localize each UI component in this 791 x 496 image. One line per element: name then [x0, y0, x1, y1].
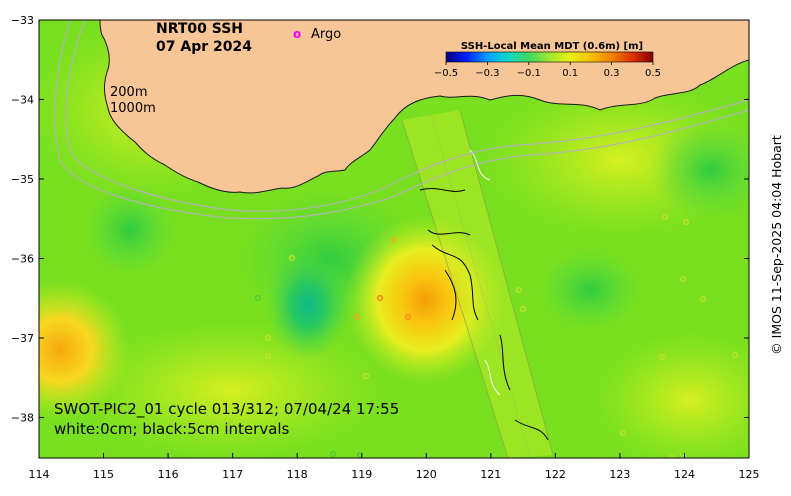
latitude-axis: −33 −34 −35 −36 −37 −38: [11, 14, 749, 425]
argo-float: [254, 294, 262, 302]
contour-legend-label: white:0cm; black:5cm intervals: [54, 420, 290, 438]
colorbar-tick-label: −0.3: [475, 68, 499, 79]
colorbar-tick-label: −0.5: [434, 68, 458, 79]
ssh-field: [39, 20, 749, 458]
argo-legend-label: Argo: [311, 27, 341, 42]
argo-float: [404, 313, 412, 321]
field-green-e2: [540, 250, 640, 330]
colorbar-ticks: −0.5 −0.3 −0.1 0.1 0.3 0.5: [434, 62, 661, 79]
field-yellow-se: [590, 330, 749, 458]
isobath-1000-label: 1000m: [110, 101, 156, 116]
warm-eddy-core: [345, 215, 505, 385]
lat-tick-label: −37: [11, 332, 34, 345]
lat-tick-label: −35: [11, 173, 34, 186]
argo-float: [515, 286, 523, 294]
lon-tick-label: 116: [158, 468, 179, 481]
lon-tick-label: 124: [674, 468, 695, 481]
argo-float: [390, 236, 398, 244]
longitude-axis: 114 115 116 117 118 119 120 121 122 123 124 125: [29, 453, 760, 481]
colorbar-title: SSH-Local Mean MDT (0.6m) [m]: [461, 41, 643, 52]
credit-text: © IMOS 11-Sep-2025 04:04 Hobart: [769, 135, 784, 355]
map-date: 07 Apr 2024: [156, 39, 252, 55]
isobath-200-label: 200m: [110, 85, 147, 100]
field-green-w: [85, 185, 175, 275]
argo-float: [731, 351, 739, 359]
lon-tick-label: 119: [351, 468, 372, 481]
lon-tick-label: 123: [609, 468, 630, 481]
argo-float: [682, 218, 690, 226]
warm-eddy-west: [39, 280, 130, 420]
argo-float: [356, 451, 364, 458]
lat-tick-label: −34: [11, 94, 34, 107]
lon-tick-label: 121: [480, 468, 501, 481]
lon-tick-label: 120: [416, 468, 437, 481]
argo-float: [699, 295, 707, 303]
map-title: NRT00 SSH: [156, 21, 243, 37]
argo-float: [519, 305, 527, 313]
lat-tick-label: −33: [11, 14, 34, 27]
argo-float: [362, 372, 370, 380]
argo-float: [329, 450, 337, 458]
argo-float: [679, 275, 687, 283]
lon-tick-label: 125: [739, 468, 760, 481]
colorbar-tick-label: 0.5: [645, 68, 661, 79]
swath-edge-right: [459, 109, 554, 456]
isobath-200-line: [65, 20, 749, 212]
lon-tick-label: 115: [93, 468, 114, 481]
argo-float: [264, 352, 272, 360]
swath-band: [402, 110, 553, 458]
argo-float: [376, 294, 384, 302]
isobaths: [54, 20, 749, 220]
colorbar: SSH-Local Mean MDT (0.6m) [m] −0.5 −0.3 −0…: [434, 41, 661, 79]
argo-float: [353, 313, 361, 321]
swath-edge-left: [401, 119, 509, 458]
lon-tick-label: 117: [222, 468, 243, 481]
colorbar-tick-label: 0.3: [604, 68, 620, 79]
land-mask: [99, 20, 749, 194]
field-green-e: [650, 120, 749, 220]
swot-swath-label: SWOT-PIC2_01 cycle 013/312; 07/04/24 17:…: [54, 400, 399, 419]
swath-nadir: [430, 114, 531, 458]
colorbar-ramp: [445, 51, 654, 63]
lat-tick-label: −36: [11, 253, 34, 266]
map-frame: [38, 19, 750, 459]
swot-swath: [401, 109, 554, 458]
cold-eddy: [266, 250, 350, 360]
lon-tick-label: 114: [29, 468, 50, 481]
lat-tick-label: −38: [11, 412, 34, 425]
argo-float: [661, 213, 669, 221]
argo-float: [288, 254, 296, 262]
argo-float: [658, 353, 666, 361]
isobath-1000-line: [54, 20, 749, 220]
lon-tick-label: 118: [287, 468, 308, 481]
argo-float: [619, 429, 627, 437]
argo-float: [264, 334, 272, 342]
colorbar-tick-label: −0.1: [517, 68, 541, 79]
swath-contours-black: [419, 188, 549, 441]
lon-tick-label: 122: [545, 468, 566, 481]
argo-legend-marker: o: [293, 27, 301, 41]
colorbar-tick-label: 0.1: [562, 68, 578, 79]
argo-float: [668, 454, 676, 458]
